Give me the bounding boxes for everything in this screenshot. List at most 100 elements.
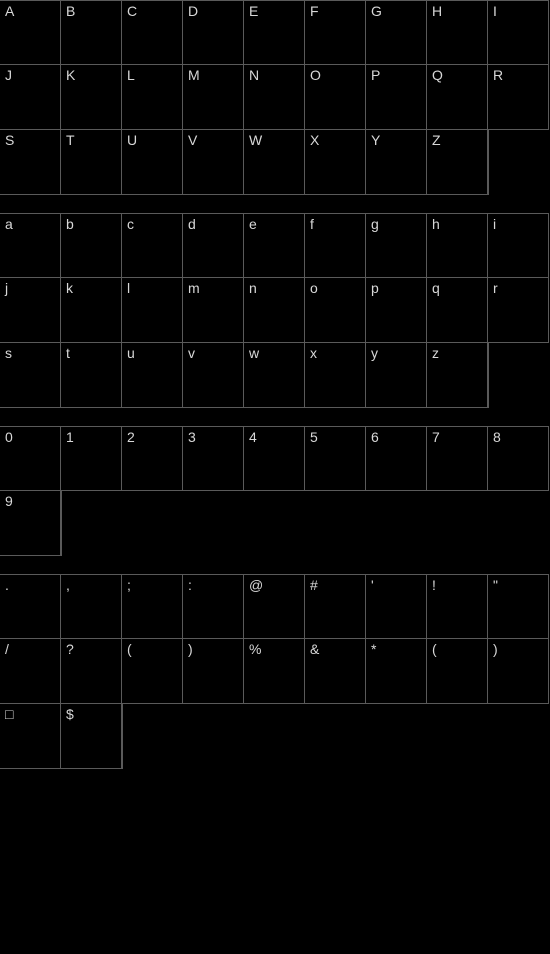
glyph-cell: 8	[488, 426, 549, 491]
glyph-cell: N	[244, 65, 305, 130]
glyph-label: N	[249, 67, 259, 83]
glyph-cell: v	[183, 343, 244, 408]
glyph-label: X	[310, 132, 320, 148]
glyph-cell: o	[305, 278, 366, 343]
glyph-cell: t	[61, 343, 122, 408]
glyph-label: x	[310, 345, 317, 361]
glyph-label: ,	[66, 577, 70, 593]
glyph-label: "	[493, 577, 498, 593]
glyph-label: $	[66, 706, 74, 722]
glyph-label: &	[310, 641, 320, 657]
glyph-cell: @	[244, 574, 305, 639]
glyph-cell: e	[244, 213, 305, 278]
glyph-row: □$	[0, 704, 550, 769]
empty-cell	[488, 130, 549, 195]
glyph-cell: r	[488, 278, 549, 343]
empty-cell	[366, 704, 427, 769]
glyph-label: G	[371, 3, 382, 19]
glyph-cell: i	[488, 213, 549, 278]
charmap-container: ABCDEFGHIJKLMNOPQRSTUVWXYZabcdefghijklmn…	[0, 0, 550, 769]
glyph-cell: B	[61, 0, 122, 65]
glyph-label: q	[432, 280, 440, 296]
glyph-cell: X	[305, 130, 366, 195]
glyph-label: F	[310, 3, 319, 19]
glyph-cell: 4	[244, 426, 305, 491]
glyph-label: :	[188, 577, 192, 593]
glyph-cell: !	[427, 574, 488, 639]
glyph-label: Y	[371, 132, 381, 148]
glyph-cell: 7	[427, 426, 488, 491]
glyph-label: n	[249, 280, 257, 296]
section-lowercase: abcdefghijklmnopqrstuvwxyz	[0, 213, 550, 408]
glyph-label: ?	[66, 641, 74, 657]
glyph-cell: )	[488, 639, 549, 704]
glyph-cell: '	[366, 574, 427, 639]
glyph-cell: :	[183, 574, 244, 639]
glyph-cell: Q	[427, 65, 488, 130]
glyph-label: S	[5, 132, 15, 148]
empty-cell	[244, 491, 305, 556]
glyph-cell: 1	[61, 426, 122, 491]
glyph-label: P	[371, 67, 381, 83]
glyph-label: z	[432, 345, 439, 361]
glyph-label: '	[371, 577, 374, 593]
empty-cell	[488, 491, 549, 556]
glyph-row: JKLMNOPQR	[0, 65, 550, 130]
empty-cell	[122, 491, 183, 556]
glyph-cell: f	[305, 213, 366, 278]
empty-cell	[488, 704, 549, 769]
glyph-cell: d	[183, 213, 244, 278]
glyph-cell: Z	[427, 130, 488, 195]
glyph-cell: g	[366, 213, 427, 278]
glyph-label: i	[493, 216, 496, 232]
glyph-label: #	[310, 577, 318, 593]
glyph-label: 6	[371, 429, 379, 445]
empty-cell	[488, 343, 549, 408]
glyph-label: r	[493, 280, 498, 296]
glyph-cell: .	[0, 574, 61, 639]
glyph-label: 3	[188, 429, 196, 445]
glyph-cell: C	[122, 0, 183, 65]
glyph-cell: ,	[61, 574, 122, 639]
glyph-label: (	[127, 641, 132, 657]
glyph-label: /	[5, 641, 9, 657]
glyph-cell: O	[305, 65, 366, 130]
glyph-cell: p	[366, 278, 427, 343]
glyph-label: f	[310, 216, 314, 232]
glyph-cell: 6	[366, 426, 427, 491]
glyph-label: E	[249, 3, 259, 19]
glyph-cell: ?	[61, 639, 122, 704]
glyph-cell: J	[0, 65, 61, 130]
glyph-label: V	[188, 132, 198, 148]
glyph-cell: 0	[0, 426, 61, 491]
glyph-label: b	[66, 216, 74, 232]
glyph-cell: M	[183, 65, 244, 130]
empty-cell	[244, 704, 305, 769]
glyph-label: J	[5, 67, 12, 83]
glyph-label: T	[66, 132, 75, 148]
glyph-label: *	[371, 641, 377, 657]
glyph-label: !	[432, 577, 436, 593]
glyph-cell: q	[427, 278, 488, 343]
glyph-cell: S	[0, 130, 61, 195]
empty-cell	[427, 704, 488, 769]
empty-cell	[61, 491, 122, 556]
glyph-cell: u	[122, 343, 183, 408]
glyph-cell: w	[244, 343, 305, 408]
glyph-label: □	[5, 706, 14, 722]
glyph-label: v	[188, 345, 195, 361]
glyph-label: )	[493, 641, 498, 657]
glyph-label: Z	[432, 132, 441, 148]
glyph-cell: W	[244, 130, 305, 195]
glyph-label: )	[188, 641, 193, 657]
glyph-cell: &	[305, 639, 366, 704]
glyph-label: d	[188, 216, 196, 232]
glyph-cell: l	[122, 278, 183, 343]
glyph-label: I	[493, 3, 497, 19]
empty-cell	[427, 491, 488, 556]
glyph-row: ABCDEFGHI	[0, 0, 550, 65]
glyph-cell: □	[0, 704, 61, 769]
glyph-label: A	[5, 3, 15, 19]
glyph-cell: 2	[122, 426, 183, 491]
glyph-label: c	[127, 216, 134, 232]
